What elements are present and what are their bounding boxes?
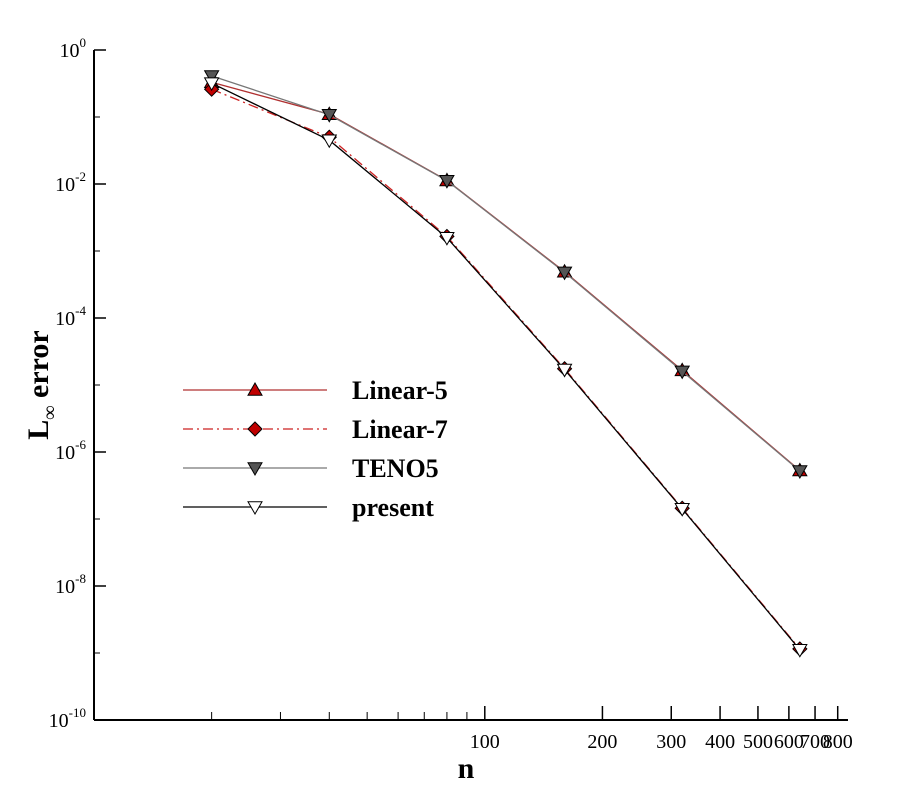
y-axis-title-main: L [22,420,55,440]
x-tick-label: 200 [587,731,617,753]
data-point [674,365,691,380]
y-tick-label: 100 [60,35,87,62]
legend-entry: Linear-5 [183,376,448,405]
data-point [556,363,573,378]
series-line [211,88,801,650]
x-tick-label: 300 [656,731,686,753]
data-point [439,231,455,246]
series-layer [203,70,808,658]
ticks: 100 10-2 10-4 10-6 10-8 10-10 100 200 300 400 500 6… [49,35,853,753]
series-teno5 [203,70,808,480]
legend-entry: Linear-7 [183,415,448,444]
y-tick-label: 10-8 [55,571,86,598]
legend-marker [247,462,263,477]
y-axis-title-subscript: ∞ [39,405,61,419]
data-point [321,109,338,123]
y-tick-label: 10-4 [55,303,86,330]
legend-label: present [352,493,434,522]
legend-label: Linear-7 [352,415,448,444]
legend: Linear-5 Linear-7 TENO5 present [183,376,448,522]
x-tick-label: 100 [470,731,500,753]
legend-entry: present [183,493,434,522]
legend-label: Linear-5 [352,376,448,405]
data-point [674,503,691,517]
y-tick-label: 10-2 [55,169,86,196]
data-point [556,266,573,281]
series-line [211,81,801,471]
legend-marker [247,501,263,516]
data-point [321,134,338,149]
legend-label: TENO5 [352,454,439,483]
x-tick-label: 800 [823,731,853,753]
data-point [203,77,220,92]
data-point [791,643,808,658]
y-axis-title-rest: error [22,330,55,405]
y-axis-title: L∞ error [22,330,61,440]
legend-marker [247,381,263,396]
y-tick-label: 10-6 [55,437,86,464]
series-linear-5 [203,74,808,477]
legend-entry: TENO5 [183,454,439,483]
series-line [211,82,801,651]
data-point [203,70,220,84]
series-line [211,75,801,472]
data-point [791,465,808,480]
legend-marker [247,421,263,437]
data-point [439,174,455,189]
x-tick-label: 600 [774,731,804,753]
y-tick-label: 10-10 [49,705,86,732]
x-tick-label: 700 [800,731,830,753]
x-tick-label: 400 [705,731,735,753]
x-axis-title: n [458,752,475,785]
axes [93,50,848,721]
series-present [203,77,808,658]
series-linear-7 [203,81,808,657]
x-tick-label: 500 [743,731,773,753]
